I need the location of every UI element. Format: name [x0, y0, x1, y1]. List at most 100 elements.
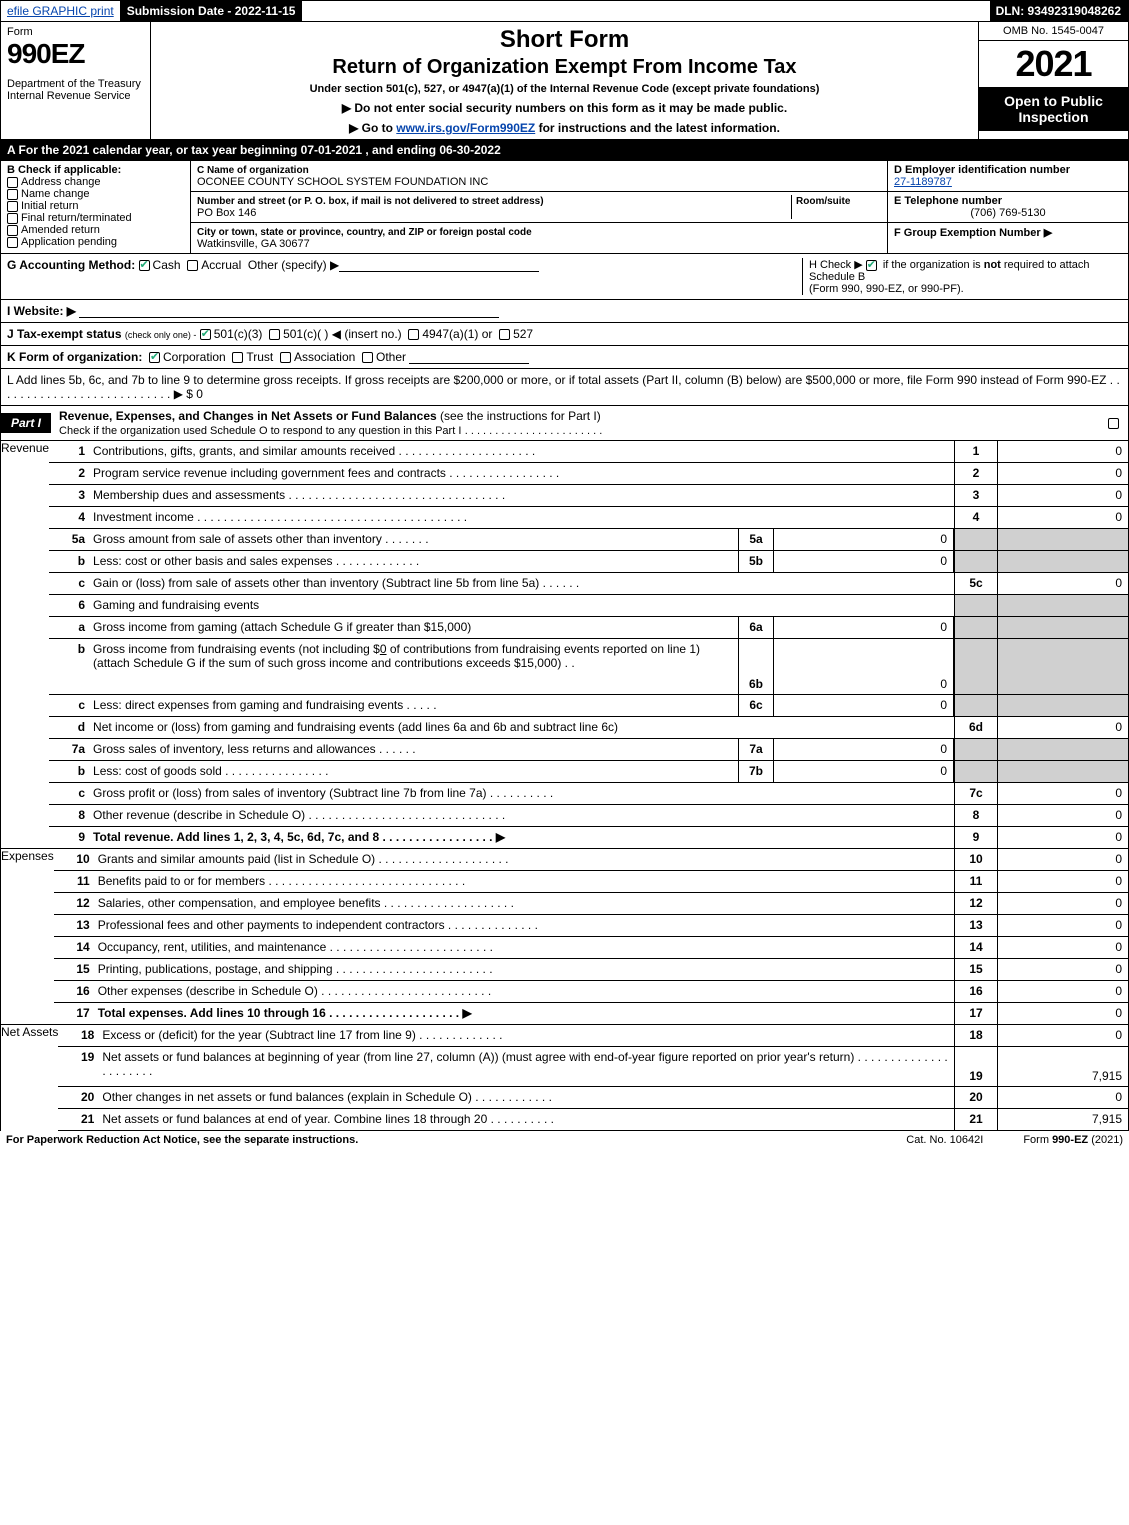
city-row: City or town, state or province, country… — [191, 223, 887, 253]
chk-application-pending[interactable]: Application pending — [7, 236, 184, 248]
line-h: H Check ▶ if the organization is not req… — [802, 258, 1122, 295]
other-org-input[interactable] — [409, 350, 529, 364]
sideband-netassets: Net Assets — [1, 1025, 58, 1131]
chk-501c3[interactable] — [200, 329, 211, 340]
chk-initial-return[interactable]: Initial return — [7, 200, 184, 212]
line-l: L Add lines 5b, 6c, and 7b to line 9 to … — [0, 369, 1129, 406]
line-18: 18Excess or (deficit) for the year (Subt… — [58, 1025, 1128, 1047]
chk-name-change[interactable]: Name change — [7, 188, 184, 200]
ein-row: D Employer identification number 27-1189… — [888, 161, 1128, 192]
chk-527[interactable] — [499, 329, 510, 340]
val-14: 0 — [998, 937, 1128, 958]
form-header: Form 990EZ Department of the Treasury In… — [0, 22, 1129, 140]
val-6d: 0 — [998, 717, 1128, 738]
chk-association[interactable] — [280, 352, 291, 363]
bcd-block: B Check if applicable: Address change Na… — [0, 161, 1129, 254]
line-10: 10Grants and similar amounts paid (list … — [54, 849, 1128, 871]
org-address: PO Box 146 — [197, 207, 256, 219]
val-11: 0 — [998, 871, 1128, 892]
val-9: 0 — [998, 827, 1128, 848]
line-7b: bLess: cost of goods sold . . . . . . . … — [49, 761, 1128, 783]
line-19: 19Net assets or fund balances at beginni… — [58, 1047, 1128, 1087]
part1-title: Revenue, Expenses, and Changes in Net As… — [51, 406, 1102, 440]
form-word: Form — [7, 26, 144, 38]
website-input[interactable] — [79, 304, 499, 318]
chk-accrual[interactable] — [187, 260, 198, 271]
part1-chk[interactable] — [1102, 413, 1128, 433]
line-17: 17Total expenses. Add lines 10 through 1… — [54, 1003, 1128, 1025]
title-return: Return of Organization Exempt From Incom… — [157, 56, 972, 79]
footer-cat: Cat. No. 10642I — [866, 1134, 1023, 1146]
val-12: 0 — [998, 893, 1128, 914]
org-name: OCONEE COUNTY SCHOOL SYSTEM FOUNDATION I… — [197, 176, 488, 188]
dln: DLN: 93492319048262 — [990, 1, 1128, 21]
part1-lines: Revenue 1Contributions, gifts, grants, a… — [0, 441, 1129, 1131]
page-footer: For Paperwork Reduction Act Notice, see … — [0, 1131, 1129, 1149]
val-2: 0 — [998, 463, 1128, 484]
note-ssn: ▶ Do not enter social security numbers o… — [157, 101, 972, 115]
val-6a: 0 — [774, 617, 954, 638]
val-15: 0 — [998, 959, 1128, 980]
ein-value[interactable]: 27-1189787 — [894, 176, 952, 188]
val-6c: 0 — [774, 695, 954, 716]
gh-row: G Accounting Method: Cash Accrual Other … — [0, 254, 1129, 300]
line-6c: cLess: direct expenses from gaming and f… — [49, 695, 1128, 717]
line-20: 20Other changes in net assets or fund ba… — [58, 1087, 1128, 1109]
line-2: 2Program service revenue including gover… — [49, 463, 1128, 485]
chk-corporation[interactable] — [149, 352, 160, 363]
line-12: 12Salaries, other compensation, and empl… — [54, 893, 1128, 915]
sideband-expenses: Expenses — [1, 849, 54, 1025]
tel-value: (706) 769-5130 — [894, 207, 1122, 219]
val-21: 7,915 — [998, 1109, 1128, 1130]
line-6: 6Gaming and fundraising events — [49, 595, 1128, 617]
footer-left: For Paperwork Reduction Act Notice, see … — [6, 1134, 866, 1146]
org-name-row: C Name of organization OCONEE COUNTY SCH… — [191, 161, 887, 192]
header-right: OMB No. 1545-0047 2021 Open to Public In… — [978, 22, 1128, 139]
val-6b: 0 — [774, 639, 954, 694]
title-sub: Under section 501(c), 527, or 4947(a)(1)… — [157, 83, 972, 95]
chk-final-return[interactable]: Final return/terminated — [7, 212, 184, 224]
irs-link[interactable]: www.irs.gov/Form990EZ — [396, 121, 535, 135]
submission-date: Submission Date - 2022-11-15 — [121, 1, 303, 21]
val-7c: 0 — [998, 783, 1128, 804]
sideband-revenue: Revenue — [1, 441, 49, 849]
topbar-spacer — [302, 1, 989, 21]
val-5a: 0 — [774, 529, 954, 550]
line-6d: dNet income or (loss) from gaming and fu… — [49, 717, 1128, 739]
chk-h[interactable] — [866, 260, 877, 271]
org-city: Watkinsville, GA 30677 — [197, 238, 310, 250]
open-to-public: Open to Public Inspection — [979, 87, 1128, 131]
chk-cash[interactable] — [139, 260, 150, 271]
line-11: 11Benefits paid to or for members . . . … — [54, 871, 1128, 893]
val-19: 7,915 — [998, 1047, 1128, 1086]
line-a: A For the 2021 calendar year, or tax yea… — [0, 140, 1129, 161]
val-13: 0 — [998, 915, 1128, 936]
dept-1: Department of the Treasury — [7, 78, 144, 90]
line-14: 14Occupancy, rent, utilities, and mainte… — [54, 937, 1128, 959]
box-b: B Check if applicable: Address change Na… — [1, 161, 191, 253]
line-21: 21Net assets or fund balances at end of … — [58, 1109, 1128, 1131]
header-mid: Short Form Return of Organization Exempt… — [151, 22, 978, 139]
val-17: 0 — [998, 1003, 1128, 1024]
line-5c: cGain or (loss) from sale of assets othe… — [49, 573, 1128, 595]
chk-other-org[interactable] — [362, 352, 373, 363]
line-16: 16Other expenses (describe in Schedule O… — [54, 981, 1128, 1003]
line-1: 1Contributions, gifts, grants, and simil… — [49, 441, 1128, 463]
chk-amended-return[interactable]: Amended return — [7, 224, 184, 236]
val-7b: 0 — [774, 761, 954, 782]
part1-tag: Part I — [1, 413, 51, 433]
efile-link[interactable]: efile GRAPHIC print — [7, 4, 114, 18]
box-def: D Employer identification number 27-1189… — [888, 161, 1128, 253]
chk-501c[interactable] — [269, 329, 280, 340]
chk-trust[interactable] — [232, 352, 243, 363]
line-4: 4Investment income . . . . . . . . . . .… — [49, 507, 1128, 529]
val-6b-contrib: 0 — [380, 642, 387, 656]
chk-address-change[interactable]: Address change — [7, 176, 184, 188]
box-b-hdr: B Check if applicable: — [7, 164, 184, 176]
line-g: G Accounting Method: Cash Accrual Other … — [7, 258, 802, 295]
line-i: I Website: ▶ — [0, 300, 1129, 323]
efile-print[interactable]: efile GRAPHIC print — [1, 1, 121, 21]
chk-4947[interactable] — [408, 329, 419, 340]
other-method-input[interactable] — [339, 258, 539, 272]
dept-2: Internal Revenue Service — [7, 90, 144, 102]
